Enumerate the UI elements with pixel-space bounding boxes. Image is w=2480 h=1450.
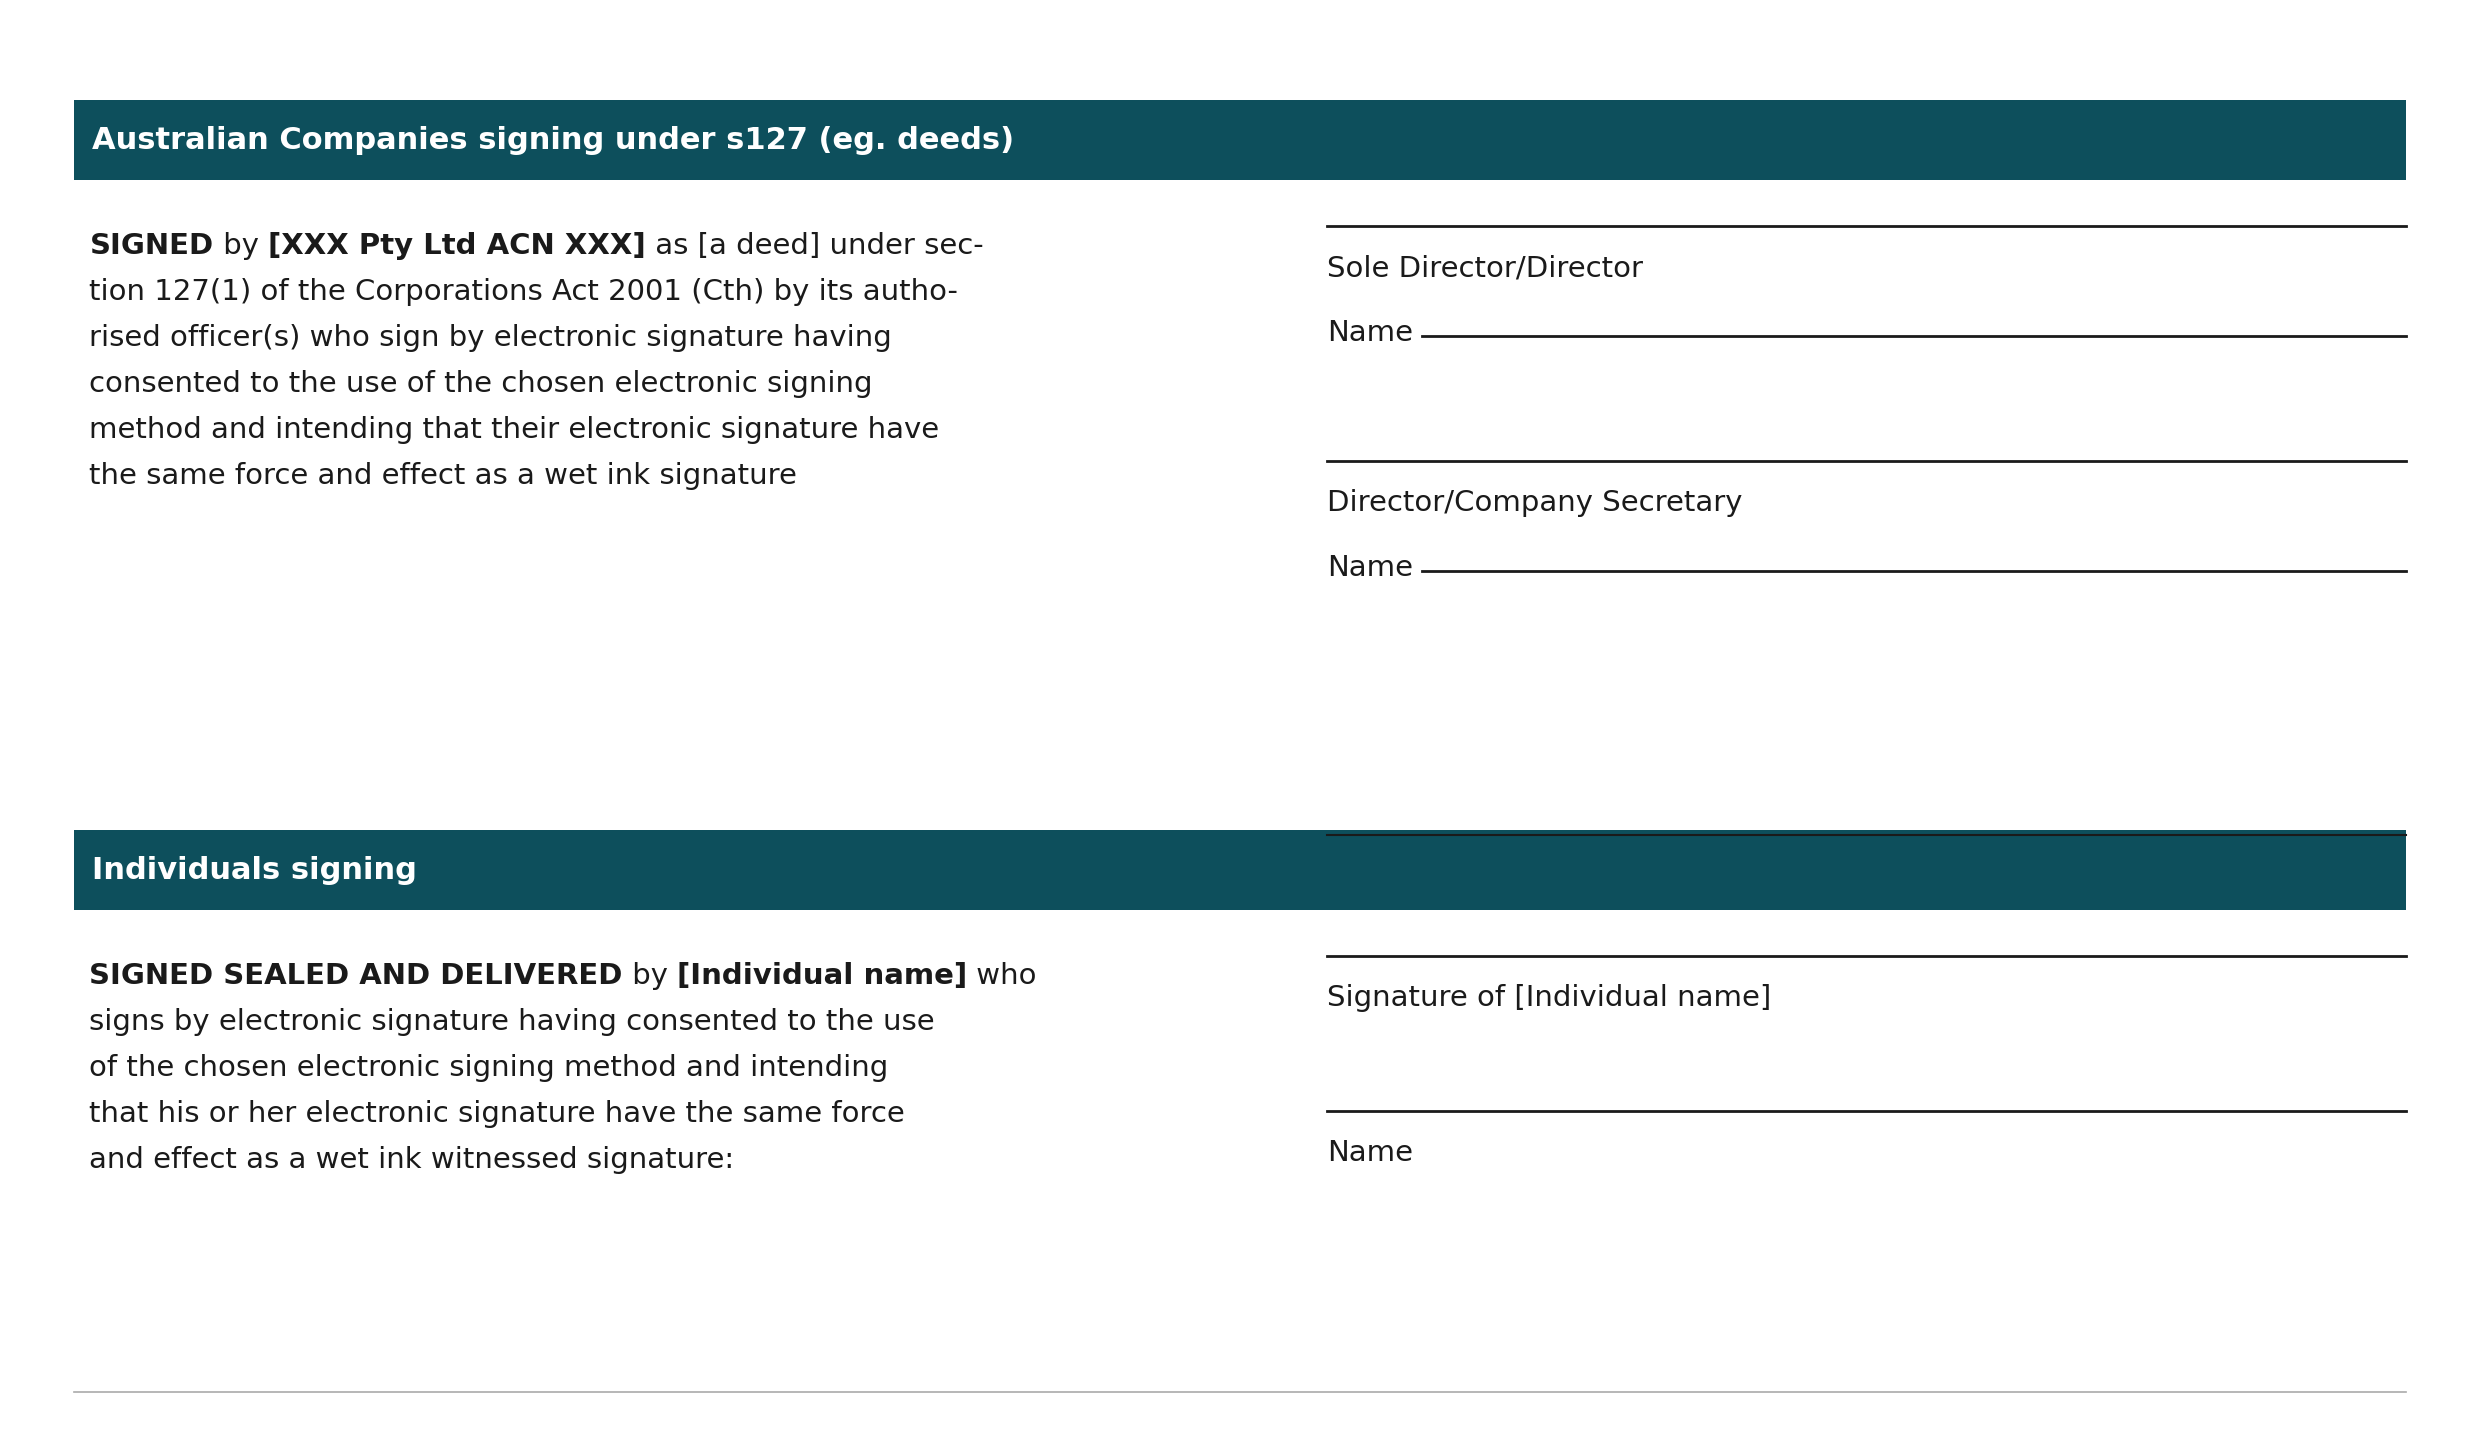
Text: SIGNED SEALED AND DELIVERED: SIGNED SEALED AND DELIVERED <box>89 961 622 990</box>
Text: by: by <box>213 232 268 260</box>
Text: Name: Name <box>1327 1140 1414 1167</box>
Text: [XXX Pty Ltd ACN XXX]: [XXX Pty Ltd ACN XXX] <box>268 232 645 260</box>
Text: who: who <box>967 961 1037 990</box>
Text: and effect as a wet ink witnessed signature:: and effect as a wet ink witnessed signat… <box>89 1146 734 1174</box>
Text: Sole Director/Director: Sole Director/Director <box>1327 254 1642 281</box>
Text: Australian Companies signing under s127 (eg. deeds): Australian Companies signing under s127 … <box>92 126 1014 155</box>
Text: Director/Company Secretary: Director/Company Secretary <box>1327 489 1743 518</box>
Text: Name: Name <box>1327 554 1414 581</box>
Text: tion 127(1) of the Corporations Act 2001 (Cth) by its autho-: tion 127(1) of the Corporations Act 2001… <box>89 278 957 306</box>
Text: SIGNED: SIGNED <box>89 232 213 260</box>
Text: as [a deed] under sec-: as [a deed] under sec- <box>645 232 982 260</box>
Text: that his or her electronic signature have the same force: that his or her electronic signature hav… <box>89 1101 905 1128</box>
Text: Individuals signing: Individuals signing <box>92 856 417 884</box>
Text: consented to the use of the chosen electronic signing: consented to the use of the chosen elect… <box>89 370 873 397</box>
Text: the same force and effect as a wet ink signature: the same force and effect as a wet ink s… <box>89 463 796 490</box>
Text: by: by <box>622 961 677 990</box>
Text: rised officer(s) who sign by electronic signature having: rised officer(s) who sign by electronic … <box>89 323 893 352</box>
Bar <box>74 100 2406 180</box>
Text: of the chosen electronic signing method and intending: of the chosen electronic signing method … <box>89 1054 888 1082</box>
Text: signs by electronic signature having consented to the use: signs by electronic signature having con… <box>89 1008 935 1035</box>
Text: Name: Name <box>1327 319 1414 347</box>
Text: method and intending that their electronic signature have: method and intending that their electron… <box>89 416 940 444</box>
Text: Signature of [Individual name]: Signature of [Individual name] <box>1327 985 1771 1012</box>
Bar <box>74 829 2406 911</box>
Text: [Individual name]: [Individual name] <box>677 961 967 990</box>
